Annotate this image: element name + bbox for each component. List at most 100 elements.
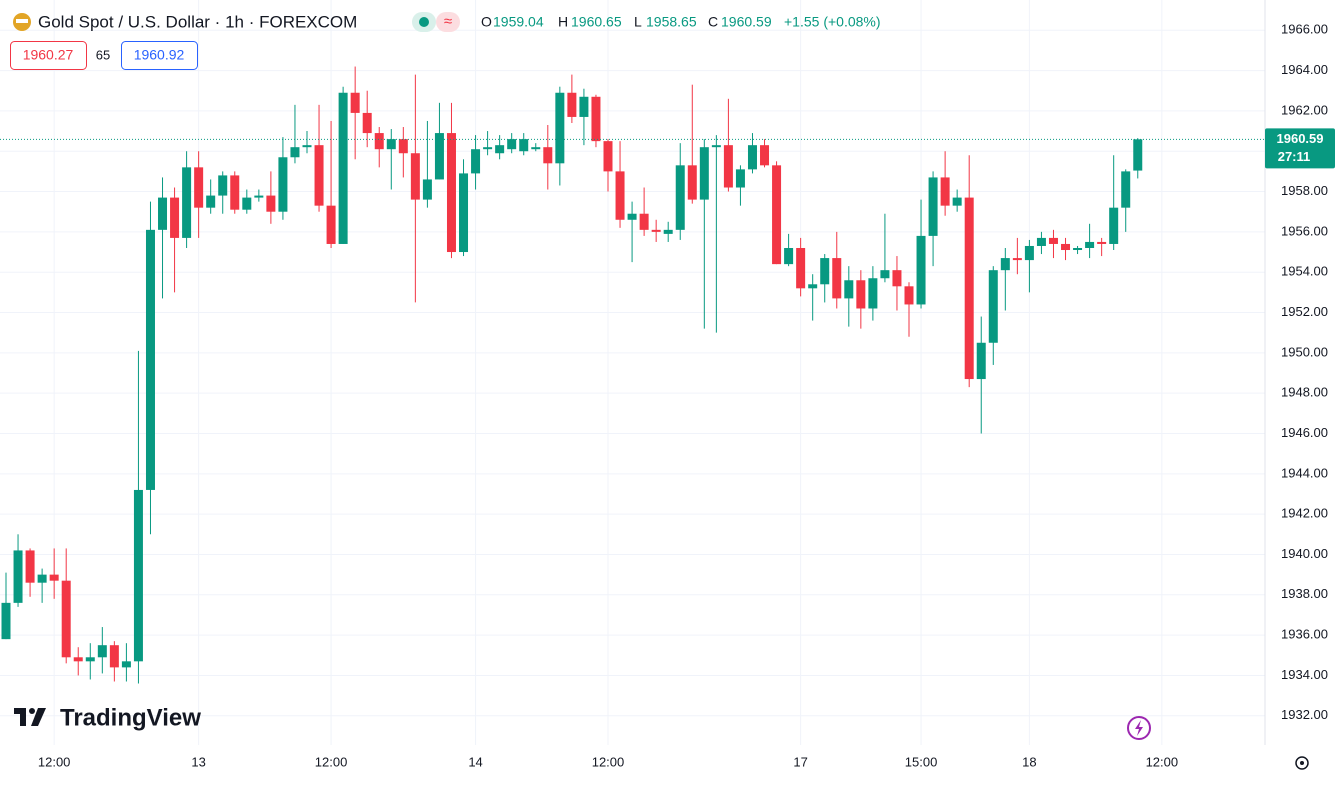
- candle-body: [1036, 237, 1046, 246]
- candle-body: [880, 270, 890, 279]
- bid-box[interactable]: [10, 41, 87, 70]
- spread: 65: [96, 47, 110, 62]
- candle-body: [278, 157, 288, 212]
- candle-body: [206, 195, 216, 208]
- y-tick-label: 1948.00: [1281, 385, 1328, 400]
- candle-body: [832, 258, 842, 299]
- candle-body: [182, 167, 192, 238]
- candle-body: [651, 229, 661, 232]
- y-tick-label: 1934.00: [1281, 667, 1328, 682]
- candle-body: [868, 278, 878, 309]
- candle-body: [627, 213, 637, 220]
- y-tick-label: 1962.00: [1281, 102, 1328, 117]
- lightning-button[interactable]: [1127, 716, 1151, 740]
- candle-body: [555, 92, 565, 164]
- candle-body: [711, 145, 721, 148]
- candle-body: [338, 92, 348, 244]
- open-value: 1959.04: [493, 14, 544, 30]
- candle-body: [663, 229, 673, 234]
- x-tick-label: 18: [1022, 754, 1036, 769]
- candle-body: [37, 574, 47, 583]
- bid-price: 1960.27: [23, 47, 74, 63]
- candle-body: [422, 179, 432, 200]
- candle-body: [844, 280, 854, 299]
- ask-box[interactable]: [121, 41, 198, 70]
- candle-body: [1061, 243, 1071, 251]
- lightning-icon: [1135, 720, 1143, 736]
- logo: [14, 708, 46, 726]
- candle-body: [121, 661, 131, 668]
- candle-body: [808, 284, 818, 289]
- candle-body: [314, 145, 324, 206]
- change: +1.55 (+0.08%): [784, 14, 881, 30]
- candle-body: [85, 657, 95, 662]
- close-label: C: [708, 14, 718, 30]
- y-tick-label: 1952.00: [1281, 304, 1328, 319]
- candle-body: [507, 139, 517, 150]
- candle-body: [1121, 171, 1131, 208]
- delay-icon: ≈: [444, 13, 452, 30]
- candle-body: [434, 133, 444, 180]
- grid: [0, 0, 1265, 745]
- candle-body: [1073, 247, 1083, 251]
- candle-body: [350, 92, 360, 113]
- candles: [0, 66, 1265, 684]
- candle-body: [591, 96, 601, 142]
- candle-body: [988, 270, 998, 343]
- candle-body: [73, 657, 83, 662]
- candle-body: [170, 197, 180, 238]
- candle-body: [1048, 237, 1058, 244]
- candle-body: [1085, 241, 1095, 248]
- delay-badge[interactable]: [436, 12, 460, 32]
- candle-body: [1109, 207, 1119, 244]
- candle-body: [218, 175, 228, 196]
- candle-body: [675, 165, 685, 230]
- candle-body: [964, 197, 974, 380]
- candle-body: [254, 195, 264, 198]
- settings-button[interactable]: [1295, 756, 1309, 770]
- x-tick-label: 13: [191, 754, 205, 769]
- candle-body: [1024, 245, 1034, 261]
- candle-body: [109, 645, 119, 668]
- x-tick-label: 12:00: [1146, 754, 1179, 769]
- y-tick-label: 1940.00: [1281, 546, 1328, 561]
- candle-body: [97, 645, 107, 658]
- candle-body: [639, 213, 649, 230]
- ask-price: 1960.92: [134, 47, 185, 63]
- brand: TradingView: [60, 704, 201, 731]
- last-price-label: 1960.59: [1277, 131, 1324, 146]
- candle-body: [567, 92, 577, 117]
- candle-body: [133, 489, 143, 662]
- x-tick-label: 12:00: [592, 754, 625, 769]
- candle-body: [856, 280, 866, 309]
- candle-body: [495, 145, 505, 154]
- candle-body: [302, 145, 312, 148]
- low-value: 1958.65: [646, 14, 697, 30]
- candle-body: [471, 149, 481, 174]
- symbol-title[interactable]: Gold Spot / U.S. Dollar · 1h · FOREXCOM: [38, 12, 357, 31]
- symbol-icon-bar: [16, 19, 28, 23]
- settings-dot: [1300, 761, 1304, 765]
- high-value: 1960.65: [571, 14, 622, 30]
- candle-body: [158, 197, 168, 230]
- candle-body: [784, 247, 794, 265]
- y-tick-label: 1950.00: [1281, 344, 1328, 359]
- candle-body: [290, 147, 300, 158]
- candle-body: [892, 270, 902, 287]
- close-value: 1960.59: [721, 14, 772, 30]
- candle-body: [362, 112, 372, 134]
- candle-body: [928, 177, 938, 236]
- candle-body: [687, 165, 697, 200]
- x-tick-label: 12:00: [315, 754, 348, 769]
- y-tick-label: 1944.00: [1281, 465, 1328, 480]
- candle-body: [952, 197, 962, 206]
- candle-body: [820, 258, 830, 285]
- candle-body: [1133, 139, 1143, 171]
- status-dot: [419, 17, 429, 27]
- x-tick-label: 15:00: [905, 754, 938, 769]
- candle-body: [410, 153, 420, 200]
- last-price-tag: [1265, 128, 1335, 169]
- candle-body: [904, 286, 914, 305]
- candle-body: [459, 173, 469, 253]
